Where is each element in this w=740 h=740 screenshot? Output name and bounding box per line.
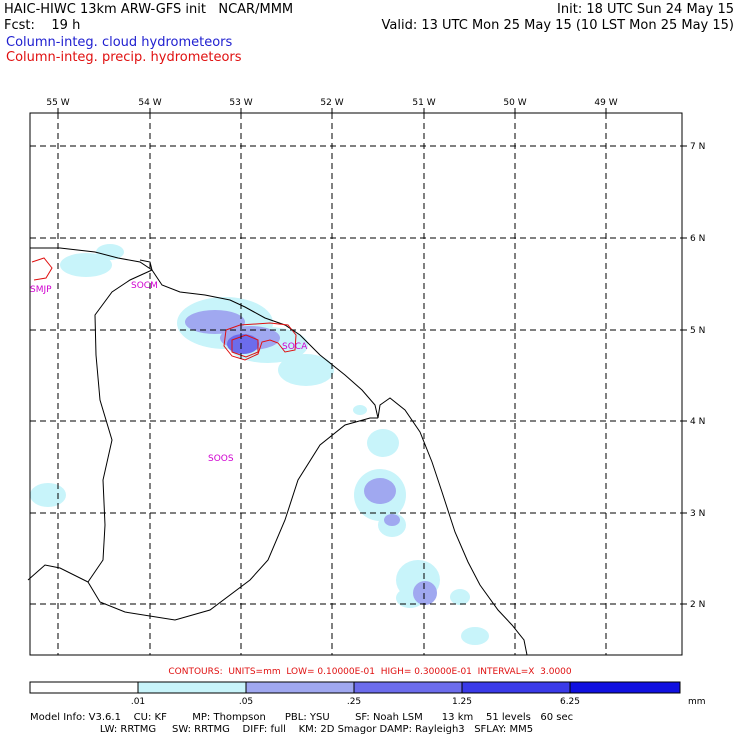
cloud-shading (30, 244, 489, 645)
precip-contours (31, 257, 297, 361)
contours-info: CONTOURS: UNITS=mm LOW= 0.10000E-01 HIGH… (168, 667, 572, 677)
field-cloud-label: Column-integ. cloud hydrometeors (6, 35, 233, 50)
station-label-smjp: SMJP (30, 285, 52, 295)
lon-label: 50 W (503, 98, 526, 108)
lon-label: 49 W (594, 98, 617, 108)
lat-label: 6 N (690, 234, 705, 244)
lat-labels: 7 N 6 N 5 N 4 N 3 N 2 N (690, 142, 705, 610)
lon-label: 55 W (46, 98, 69, 108)
colorbar-unit: mm (688, 697, 706, 707)
valid-time: Valid: 13 UTC Mon 25 May 15 (10 LST Mon … (381, 18, 734, 33)
colorbar-label: 1.25 (452, 697, 472, 707)
run-title: HAIC-HIWC 13km ARW-GFS init NCAR/MMM (4, 2, 294, 17)
colorbar-label: 6.25 (560, 697, 580, 707)
lat-lon-grid (30, 113, 682, 655)
forecast-hour: Fcst: 19 h (4, 18, 81, 33)
model-info-line1: Model Info: V3.6.1 CU: KF MP: Thompson P… (30, 712, 574, 723)
colorbar: .01 .05 .25 1.25 6.25 mm (29, 681, 706, 707)
lon-label: 52 W (320, 98, 343, 108)
lon-label: 54 W (138, 98, 161, 108)
lat-label: 7 N (690, 142, 705, 152)
coastline (27, 247, 528, 656)
lat-label: 3 N (690, 509, 705, 519)
station-labels: SMJP SOCM SOCA SOOS (30, 281, 308, 464)
station-label-soos: SOOS (208, 454, 234, 464)
lat-label: 4 N (690, 417, 705, 427)
colorbar-label: .05 (239, 697, 253, 707)
field-precip-label: Column-integ. precip. hydrometeors (6, 50, 242, 65)
lon-label: 51 W (412, 98, 435, 108)
model-info-line2: LW: RRTMG SW: RRTMG DIFF: full KM: 2D Sm… (30, 724, 534, 735)
map-frame (29, 112, 683, 656)
station-label-socm: SOCM (131, 281, 158, 291)
lon-labels: 55 W 54 W 53 W 52 W 51 W 50 W 49 W (46, 98, 617, 108)
lon-label: 53 W (229, 98, 252, 108)
colorbar-label: .25 (347, 697, 361, 707)
init-time: Init: 18 UTC Sun 24 May 15 (557, 2, 734, 17)
station-label-soca: SOCA (282, 342, 308, 352)
lat-label: 5 N (690, 326, 705, 336)
lat-label: 2 N (690, 600, 705, 610)
colorbar-label: .01 (131, 697, 145, 707)
